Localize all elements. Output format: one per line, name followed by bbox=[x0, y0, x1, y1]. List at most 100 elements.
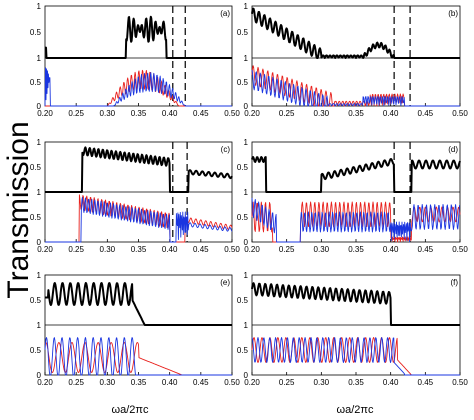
bottom-y-tick-label: 1 bbox=[37, 54, 42, 63]
series-blue-bottom-line bbox=[251, 337, 460, 376]
x-tick-label: 0.40 bbox=[162, 245, 178, 254]
panel-a: 10.510.500.20 0.25 0.30 0.35 0.40 0.45 0.50(a) bbox=[30, 2, 240, 118]
series-blue-bottom-line bbox=[44, 337, 232, 376]
x-tick-label: 0.20 bbox=[37, 378, 53, 387]
series-red-bottom-line bbox=[45, 194, 233, 243]
series-blue-bottom-line bbox=[45, 196, 233, 243]
y-axis-label: Transmission bbox=[2, 121, 35, 298]
top-y-tick-label: 0.5 bbox=[30, 296, 42, 305]
x-tick-label: 0.35 bbox=[348, 245, 364, 254]
bottom-y-tick-label: 1 bbox=[244, 54, 249, 63]
panel-label: (d) bbox=[448, 145, 458, 154]
x-tick-label: 0.50 bbox=[224, 378, 240, 387]
x-tick-label: 0.30 bbox=[100, 245, 116, 254]
panel-b: 10.510.500.20 0.25 0.30 0.35 0.40 0.45 0.50(b) bbox=[237, 2, 468, 118]
top-y-tick-label: 1 bbox=[37, 2, 42, 11]
x-tick-label: 0.20 bbox=[244, 245, 260, 254]
x-tick-label: 0.30 bbox=[314, 378, 330, 387]
bottom-y-tick-label: 0.5 bbox=[30, 213, 42, 222]
bottom-y-tick-label: 0.5 bbox=[237, 213, 249, 222]
series-red-bottom-line bbox=[45, 69, 232, 107]
panel-label: (a) bbox=[220, 9, 230, 18]
x-tick-label: 0.25 bbox=[279, 245, 295, 254]
bottom-y-tick-label: 0 bbox=[37, 371, 42, 380]
bottom-y-tick-label: 1 bbox=[244, 188, 249, 197]
panel-e: 10.510.500.20 0.25 0.30 0.35 0.40 0.45 0.50(e) bbox=[30, 271, 240, 387]
panels-group: 10.510.500.20 0.25 0.30 0.35 0.40 0.45 0.50(a)… bbox=[30, 2, 468, 387]
bottom-y-tick-label: 1 bbox=[244, 321, 249, 330]
bottom-y-tick-label: 0 bbox=[244, 102, 249, 111]
top-y-tick-label: 1 bbox=[244, 271, 249, 280]
x-tick-label: 0.45 bbox=[418, 378, 434, 387]
x-tick-label: 0.35 bbox=[131, 245, 147, 254]
panel-d: 10.510.500.20 0.25 0.30 0.35 0.40 0.45 0.50(d) bbox=[237, 138, 468, 254]
top-y-tick-label: 0.5 bbox=[237, 163, 249, 172]
x-tick-label: 0.40 bbox=[383, 245, 399, 254]
bottom-y-tick-label: 0.5 bbox=[30, 78, 42, 87]
top-y-tick-label: 0.5 bbox=[30, 163, 42, 172]
series-black-top-line bbox=[44, 282, 233, 326]
x-tick-label: 0.20 bbox=[37, 245, 53, 254]
series-black-top-line bbox=[44, 15, 233, 59]
bottom-y-tick-label: 0.5 bbox=[30, 346, 42, 355]
series-black-top-line bbox=[44, 146, 233, 193]
top-y-tick-label: 0.5 bbox=[237, 296, 249, 305]
x-tick-label: 0.40 bbox=[383, 109, 399, 118]
series-blue-bottom-line bbox=[251, 197, 461, 243]
x-tick-label: 0.40 bbox=[383, 378, 399, 387]
x-tick-label: 0.50 bbox=[452, 378, 468, 387]
x-tick-label: 0.45 bbox=[418, 245, 434, 254]
x-tick-label: 0.35 bbox=[348, 109, 364, 118]
panel-frame bbox=[44, 5, 233, 107]
panel-c: 10.510.500.20 0.25 0.30 0.35 0.40 0.45 0.50(c) bbox=[30, 138, 240, 254]
bottom-y-tick-label: 0 bbox=[244, 238, 249, 247]
bottom-y-tick-label: 0.5 bbox=[237, 78, 249, 87]
x-tick-label: 0.40 bbox=[162, 109, 178, 118]
x-tick-label: 0.30 bbox=[314, 245, 330, 254]
x-tick-label: 0.50 bbox=[224, 109, 240, 118]
series-black-top-line bbox=[251, 7, 461, 59]
x-tick-label: 0.45 bbox=[193, 109, 209, 118]
x-tick-label: 0.25 bbox=[279, 378, 295, 387]
x-tick-label: 0.30 bbox=[100, 109, 116, 118]
top-y-tick-label: 1 bbox=[244, 2, 249, 11]
x-tick-label: 0.40 bbox=[162, 378, 178, 387]
x-tick-label: 0.30 bbox=[100, 378, 116, 387]
x-tick-label: 0.25 bbox=[68, 245, 84, 254]
x-tick-label: 0.45 bbox=[193, 245, 209, 254]
series-blue-bottom-line bbox=[251, 69, 460, 107]
bottom-y-tick-label: 0 bbox=[37, 102, 42, 111]
x-axis-label-left: ωa/2πc bbox=[112, 404, 149, 416]
top-y-tick-label: 1 bbox=[244, 138, 249, 147]
x-tick-label: 0.25 bbox=[68, 109, 84, 118]
panel-label: (e) bbox=[220, 278, 230, 287]
top-y-tick-label: 0.5 bbox=[30, 28, 42, 37]
panel-f: 10.510.500.20 0.25 0.30 0.35 0.40 0.45 0.50(f) bbox=[237, 271, 468, 387]
bottom-y-tick-label: 0.5 bbox=[237, 346, 249, 355]
panel-label: (b) bbox=[448, 9, 458, 18]
bottom-y-tick-label: 1 bbox=[37, 188, 42, 197]
series-blue-bottom-line bbox=[44, 67, 232, 107]
bottom-y-tick-label: 0 bbox=[244, 371, 249, 380]
x-tick-label: 0.20 bbox=[244, 378, 260, 387]
x-axis-label-right: ωa/2πc bbox=[337, 404, 374, 416]
bottom-y-tick-label: 0 bbox=[37, 238, 42, 247]
x-tick-label: 0.30 bbox=[314, 109, 330, 118]
top-y-tick-label: 0.5 bbox=[237, 28, 249, 37]
x-tick-label: 0.45 bbox=[418, 109, 434, 118]
bottom-y-tick-label: 1 bbox=[37, 321, 42, 330]
series-black-top-line bbox=[251, 282, 461, 326]
x-tick-label: 0.25 bbox=[279, 109, 295, 118]
x-tick-label: 0.50 bbox=[224, 245, 240, 254]
x-tick-label: 0.35 bbox=[348, 378, 364, 387]
x-tick-label: 0.20 bbox=[37, 109, 53, 118]
panel-label: (c) bbox=[221, 145, 231, 154]
x-tick-label: 0.20 bbox=[244, 109, 260, 118]
series-black-top-line bbox=[251, 156, 461, 193]
top-y-tick-label: 1 bbox=[37, 271, 42, 280]
x-tick-label: 0.35 bbox=[131, 109, 147, 118]
x-tick-label: 0.50 bbox=[452, 109, 468, 118]
x-tick-label: 0.50 bbox=[452, 245, 468, 254]
x-tick-label: 0.25 bbox=[68, 378, 84, 387]
